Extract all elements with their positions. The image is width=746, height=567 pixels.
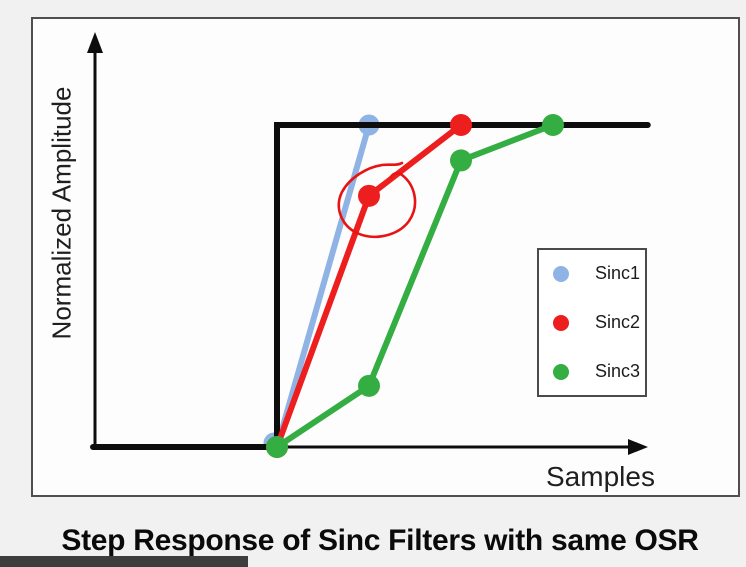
sinc2-point (450, 114, 472, 136)
sinc3-point (358, 374, 380, 397)
legend-item-sinc2: Sinc2 (553, 312, 641, 333)
hand-drawn-circle-annotation (337, 161, 417, 238)
sinc3-point (542, 114, 564, 136)
sinc2-point (358, 184, 380, 207)
bottom-edge-bar (0, 556, 248, 567)
sinc3-point (266, 436, 288, 458)
y-axis-label: Normalized Amplitude (46, 86, 77, 340)
sinc3-line (274, 122, 556, 450)
legend: Sinc1 Sinc2 Sinc3 (537, 248, 647, 397)
x-axis-arrowhead-icon (628, 439, 648, 455)
legend-item-sinc3: Sinc3 (553, 361, 641, 382)
x-axis-label: Samples (546, 461, 655, 492)
y-axis-arrowhead-icon (87, 32, 103, 53)
legend-label-sinc3: Sinc3 (595, 361, 641, 381)
legend-marker-sinc2-icon (553, 314, 569, 331)
sinc1-line (274, 122, 372, 450)
legend-label-sinc2: Sinc2 (595, 312, 641, 332)
sinc2-line (274, 122, 464, 450)
legend-label-sinc1: Sinc1 (595, 263, 641, 283)
sinc3-point (450, 149, 472, 172)
chart-title: Step Response of Sinc Filters with same … (61, 524, 699, 557)
legend-marker-sinc1-icon (553, 265, 569, 282)
legend-item-sinc1: Sinc1 (553, 263, 641, 284)
legend-marker-sinc3-icon (553, 363, 569, 380)
